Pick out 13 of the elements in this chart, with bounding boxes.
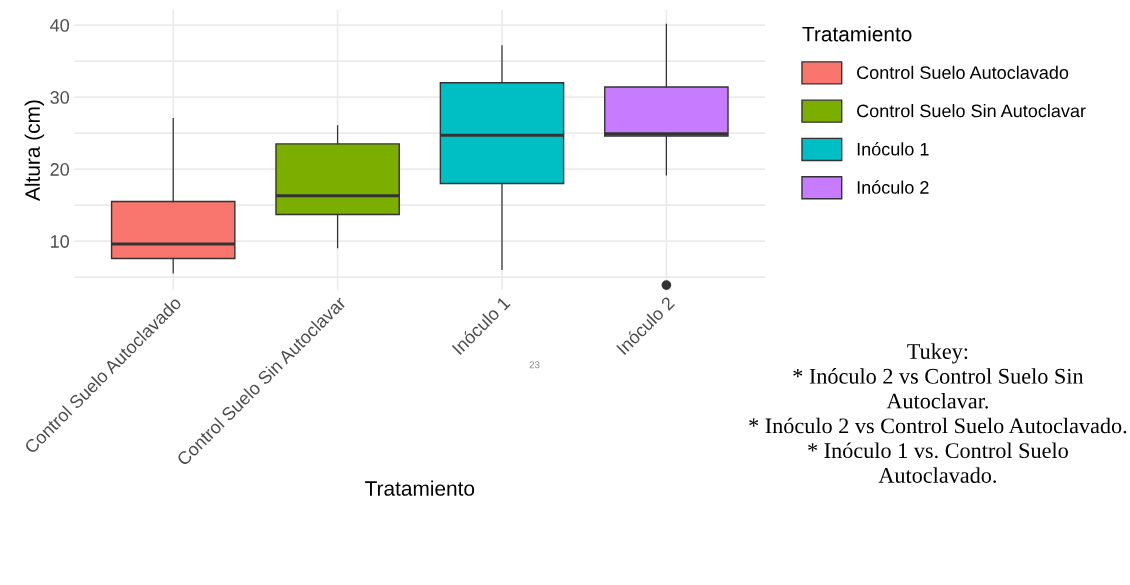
y-tick-label: 30 xyxy=(50,91,70,104)
legend-label: Inóculo 2 xyxy=(857,180,929,194)
legend-label: Control Suelo Autoclavado xyxy=(857,65,1069,80)
text: 23 xyxy=(529,361,540,369)
text: Tukey: * Inóculo 2 vs Control Suelo Sin Autoclavar. * Inóculo 2 vs Control Suelo Autoclavado. * Inóculo 1 vs. Control Suelo Autoclavado. xyxy=(749,343,1127,483)
y-tick-label: 10 xyxy=(51,235,70,248)
legend-title: Tratamiento xyxy=(365,480,475,496)
legend-label: Control Suelo Sin Autoclavar xyxy=(857,104,1086,118)
legend-label: Inóculo 1 xyxy=(857,142,929,156)
y-tick-label: 20 xyxy=(50,163,70,176)
x-axis-title: Tratamiento xyxy=(802,26,912,42)
y-tick-label: 40 xyxy=(50,19,70,32)
y-axis-title: Altura (cm) xyxy=(24,100,45,201)
